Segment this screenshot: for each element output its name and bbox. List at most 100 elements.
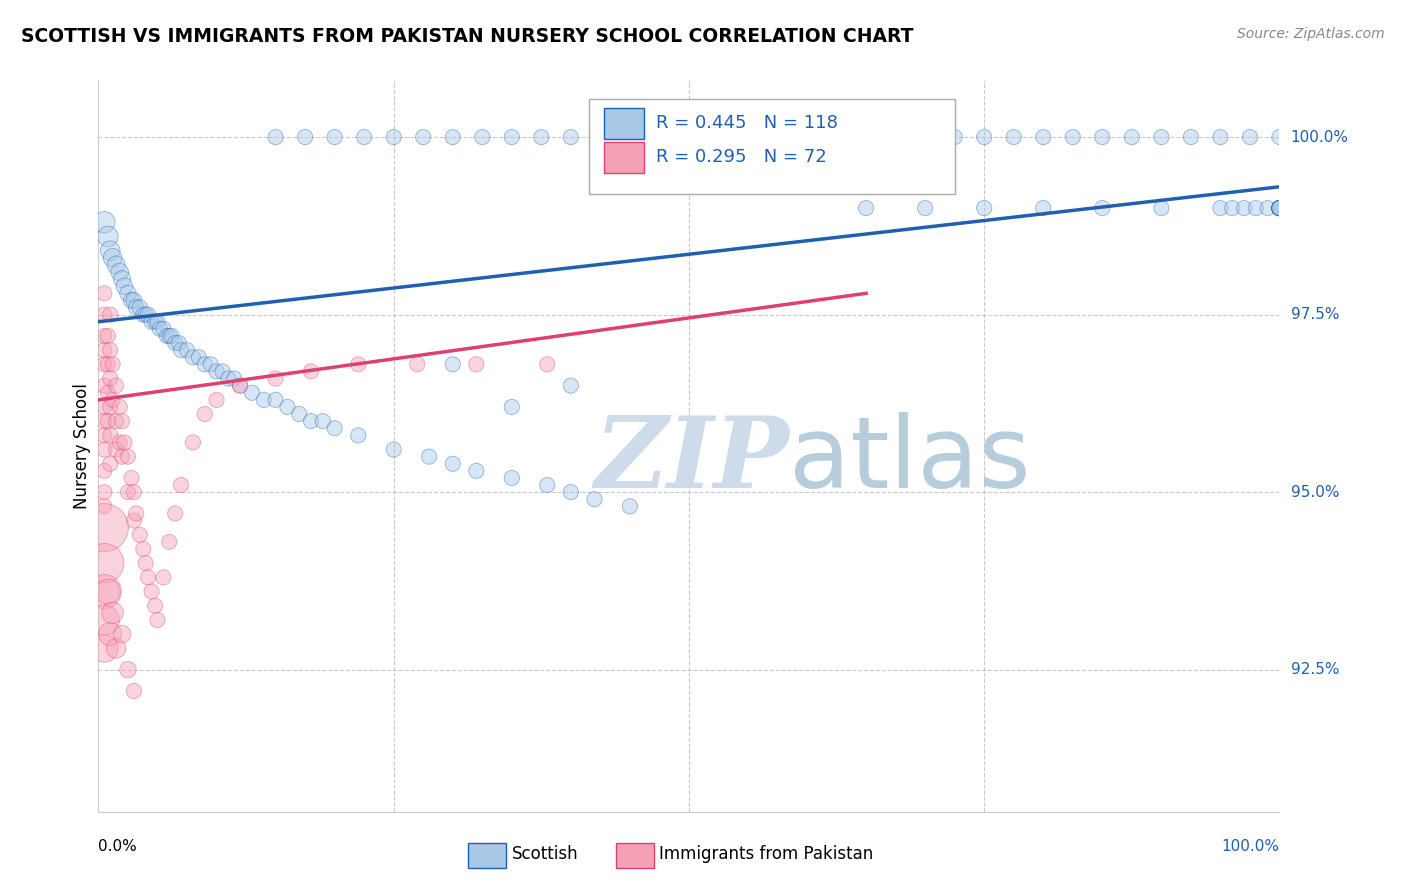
- Point: [1062, 130, 1084, 145]
- Point: [121, 471, 143, 485]
- Text: 92.5%: 92.5%: [1291, 662, 1339, 677]
- Point: [914, 130, 936, 145]
- Point: [93, 556, 115, 570]
- Text: 100.0%: 100.0%: [1222, 839, 1279, 855]
- Point: [1032, 201, 1054, 215]
- Point: [93, 378, 115, 392]
- Text: Immigrants from Pakistan: Immigrants from Pakistan: [659, 845, 873, 863]
- Point: [536, 357, 558, 371]
- Point: [93, 343, 115, 358]
- Point: [501, 400, 523, 414]
- Point: [1209, 201, 1232, 215]
- Point: [560, 130, 582, 145]
- Point: [1091, 201, 1114, 215]
- Point: [165, 507, 187, 521]
- Point: [93, 215, 115, 229]
- Point: [1268, 201, 1291, 215]
- Point: [112, 279, 135, 293]
- Point: [418, 450, 440, 464]
- Point: [136, 570, 159, 584]
- Point: [93, 286, 115, 301]
- Text: 97.5%: 97.5%: [1291, 307, 1339, 322]
- Point: [125, 507, 148, 521]
- Point: [914, 201, 936, 215]
- Point: [560, 378, 582, 392]
- Point: [737, 130, 759, 145]
- Point: [157, 534, 180, 549]
- Point: [117, 286, 139, 301]
- Point: [294, 130, 316, 145]
- Point: [530, 130, 553, 145]
- Point: [217, 371, 239, 385]
- FancyBboxPatch shape: [468, 843, 506, 868]
- Point: [97, 357, 120, 371]
- Point: [1268, 201, 1291, 215]
- Point: [111, 627, 134, 641]
- Point: [1268, 201, 1291, 215]
- Point: [194, 407, 217, 421]
- Point: [1257, 201, 1279, 215]
- Point: [97, 584, 120, 599]
- Point: [205, 392, 228, 407]
- Point: [93, 414, 115, 428]
- Text: R = 0.445   N = 118: R = 0.445 N = 118: [655, 113, 838, 132]
- Point: [347, 428, 370, 442]
- Point: [264, 130, 287, 145]
- Point: [105, 258, 128, 272]
- Point: [141, 315, 163, 329]
- Point: [678, 130, 700, 145]
- Point: [382, 130, 405, 145]
- Point: [187, 350, 209, 364]
- Point: [105, 378, 128, 392]
- Point: [240, 385, 263, 400]
- Point: [98, 244, 121, 258]
- Point: [441, 457, 464, 471]
- Text: 100.0%: 100.0%: [1291, 129, 1348, 145]
- Point: [93, 357, 115, 371]
- Point: [347, 357, 370, 371]
- Point: [323, 130, 346, 145]
- FancyBboxPatch shape: [616, 843, 654, 868]
- Point: [132, 541, 155, 556]
- Point: [229, 378, 252, 392]
- Point: [1233, 201, 1256, 215]
- Point: [135, 308, 157, 322]
- Point: [128, 301, 150, 315]
- Point: [93, 442, 115, 457]
- Point: [973, 201, 995, 215]
- Point: [382, 442, 405, 457]
- Point: [101, 251, 124, 265]
- Point: [465, 357, 488, 371]
- Point: [97, 229, 120, 244]
- Point: [264, 392, 287, 407]
- Point: [98, 627, 121, 641]
- Point: [1268, 201, 1291, 215]
- Point: [1268, 201, 1291, 215]
- Point: [943, 130, 966, 145]
- Point: [884, 130, 907, 145]
- Point: [707, 130, 730, 145]
- Point: [93, 521, 115, 535]
- FancyBboxPatch shape: [605, 108, 644, 139]
- Point: [299, 364, 322, 378]
- Point: [93, 329, 115, 343]
- Point: [97, 329, 120, 343]
- Point: [1150, 130, 1173, 145]
- Point: [1268, 201, 1291, 215]
- Point: [111, 450, 134, 464]
- Point: [224, 371, 246, 385]
- FancyBboxPatch shape: [605, 143, 644, 173]
- Point: [112, 435, 135, 450]
- Point: [98, 343, 121, 358]
- Point: [117, 450, 139, 464]
- FancyBboxPatch shape: [589, 99, 955, 194]
- Point: [181, 435, 204, 450]
- Point: [117, 485, 139, 500]
- Text: 95.0%: 95.0%: [1291, 484, 1339, 500]
- Point: [1268, 201, 1291, 215]
- Point: [176, 343, 198, 358]
- Point: [1002, 130, 1025, 145]
- Point: [146, 613, 169, 627]
- Point: [1220, 201, 1243, 215]
- Point: [619, 500, 641, 514]
